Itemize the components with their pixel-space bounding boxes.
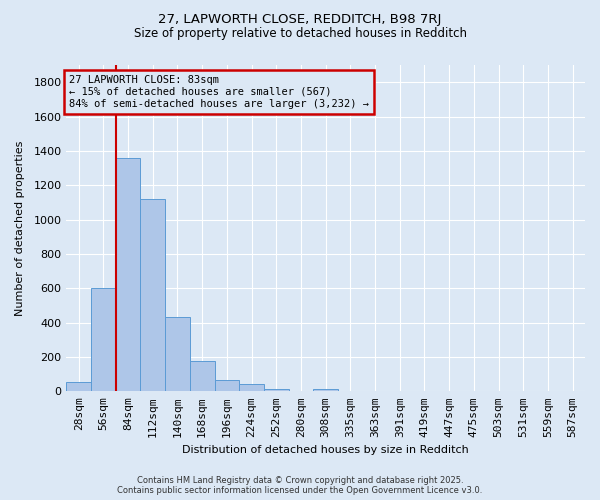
Text: 27 LAPWORTH CLOSE: 83sqm
← 15% of detached houses are smaller (567)
84% of semi-: 27 LAPWORTH CLOSE: 83sqm ← 15% of detach… — [69, 76, 369, 108]
Bar — [264, 388, 289, 392]
Bar — [190, 362, 215, 392]
Text: 27, LAPWORTH CLOSE, REDDITCH, B98 7RJ: 27, LAPWORTH CLOSE, REDDITCH, B98 7RJ — [158, 12, 442, 26]
Bar — [165, 318, 190, 392]
Text: Contains HM Land Registry data © Crown copyright and database right 2025.
Contai: Contains HM Land Registry data © Crown c… — [118, 476, 482, 495]
Bar — [67, 382, 91, 392]
Bar — [140, 199, 165, 392]
Bar — [215, 380, 239, 392]
X-axis label: Distribution of detached houses by size in Redditch: Distribution of detached houses by size … — [182, 445, 469, 455]
Bar — [313, 388, 338, 392]
Text: Size of property relative to detached houses in Redditch: Size of property relative to detached ho… — [133, 28, 467, 40]
Bar — [116, 158, 140, 392]
Y-axis label: Number of detached properties: Number of detached properties — [15, 140, 25, 316]
Bar — [239, 384, 264, 392]
Bar — [91, 288, 116, 392]
